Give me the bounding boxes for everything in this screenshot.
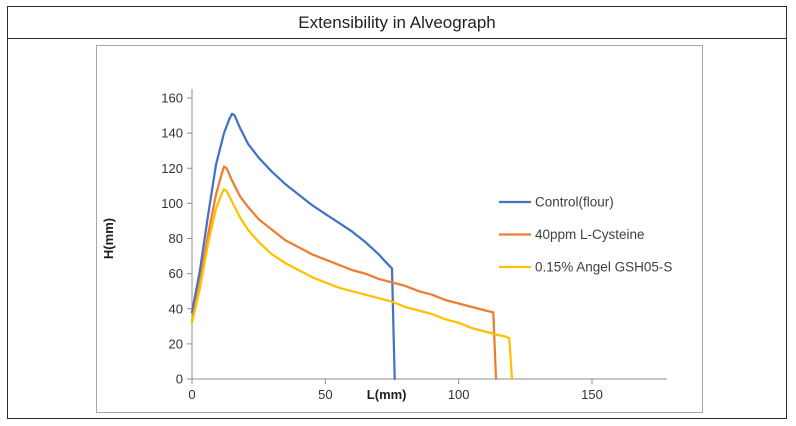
y-tick-label: 100: [161, 196, 183, 211]
series-line-2: [190, 188, 514, 381]
legend-label-1: 40ppm L-Cysteine: [535, 227, 645, 242]
page-title: Extensibility in Alveograph: [298, 12, 496, 32]
y-tick-label: 40: [169, 301, 183, 316]
chart-container: 0 20 40 60 80 100 120 140 160 0 50 100 150 L(mm) H(mm)…: [96, 45, 703, 413]
window-frame: Extensibility in Alveograph 0 20 40 60 80 100…: [7, 6, 787, 419]
y-tick-label: 120: [161, 161, 183, 176]
series-line-0: [190, 112, 396, 381]
y-tick-label: 140: [161, 126, 183, 141]
y-tick-label: 0: [176, 372, 183, 387]
y-tick-label: 20: [169, 336, 183, 351]
y-tick-label: 160: [161, 91, 183, 106]
legend-label-2: 0.15% Angel GSH05-S: [535, 260, 672, 275]
series-line-1: [190, 165, 498, 381]
chart-title-bar: Extensibility in Alveograph: [8, 7, 786, 39]
alveograph-chart-svg: 0 20 40 60 80 100 120 140 160 0 50 100 150 L(mm) H(mm)…: [101, 89, 672, 402]
y-axis-title: H(mm): [101, 218, 116, 259]
x-tick-label: 100: [448, 387, 470, 402]
x-tick-label: 0: [188, 387, 195, 402]
x-axis-title: L(mm): [367, 387, 407, 402]
y-tick-label: 60: [169, 266, 183, 281]
x-tick-label: 50: [318, 387, 332, 402]
x-tick-label: 150: [581, 387, 603, 402]
legend-label-0: Control(flour): [535, 195, 614, 210]
y-tick-label: 80: [169, 231, 183, 246]
